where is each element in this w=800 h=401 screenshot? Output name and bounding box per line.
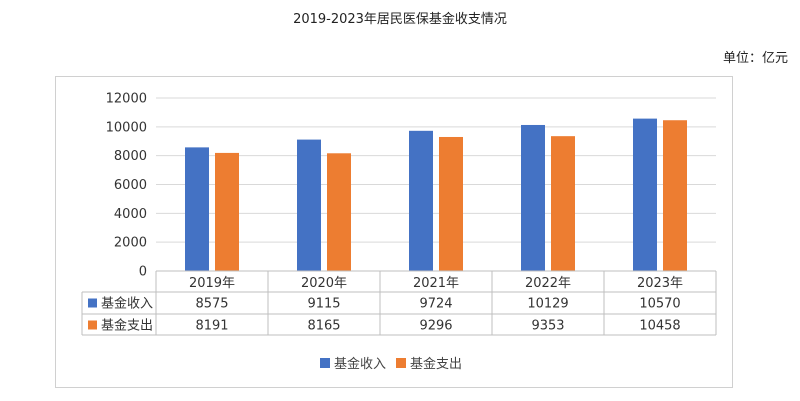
x-tick-label: 2020年 (301, 276, 347, 291)
y-tick-label: 2000 (114, 236, 147, 251)
data-label: 10458 (639, 319, 680, 334)
legend-label: 基金收入 (334, 356, 386, 372)
data-label: 9296 (419, 319, 452, 334)
unit-label: 单位：亿元 (722, 51, 788, 66)
data-label: 9115 (307, 297, 340, 312)
legend-swatch (320, 358, 330, 368)
table-legend-swatch (88, 298, 97, 308)
data-label: 9724 (419, 297, 452, 312)
bar-expense (215, 152, 239, 271)
y-tick-label: 10000 (106, 120, 147, 135)
y-tick-label: 6000 (114, 178, 147, 193)
table-series-label: 基金收入 (101, 296, 153, 312)
chart-frame (55, 76, 733, 388)
y-tick-label: 0 (139, 265, 147, 280)
bar-income (297, 139, 321, 271)
data-label: 8575 (195, 297, 228, 312)
bar-expense (327, 153, 351, 271)
data-label: 10129 (527, 297, 568, 312)
bar-expense (551, 136, 575, 271)
x-tick-label: 2023年 (637, 276, 683, 291)
x-tick-label: 2019年 (189, 276, 235, 291)
bar-income (409, 130, 433, 271)
data-label: 9353 (531, 319, 564, 334)
bar-income (521, 124, 545, 271)
y-tick-label: 12000 (106, 92, 147, 107)
data-label: 10570 (639, 297, 680, 312)
bar-expense (439, 136, 463, 271)
bar-income (633, 118, 657, 271)
x-tick-label: 2022年 (525, 276, 571, 291)
bar-income (185, 147, 209, 271)
table-legend-swatch (88, 320, 97, 330)
data-label: 8165 (307, 319, 340, 334)
bar-expense (663, 120, 687, 271)
y-tick-label: 4000 (114, 207, 147, 222)
y-tick-label: 8000 (114, 149, 147, 164)
legend-swatch (396, 358, 406, 368)
x-tick-label: 2021年 (413, 276, 459, 291)
data-label: 8191 (195, 319, 228, 334)
table-series-label: 基金支出 (101, 318, 153, 334)
chart-title: 2019-2023年居民医保基金收支情况 (293, 12, 507, 27)
legend-label: 基金支出 (410, 356, 462, 372)
